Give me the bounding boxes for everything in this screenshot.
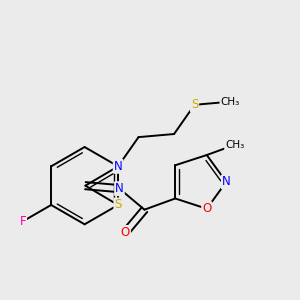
Text: F: F — [20, 215, 26, 228]
Text: N: N — [114, 160, 122, 173]
Text: CH₃: CH₃ — [225, 140, 244, 150]
Text: N: N — [115, 182, 124, 195]
Text: O: O — [202, 202, 212, 215]
Text: N: N — [222, 176, 231, 188]
Text: CH₃: CH₃ — [220, 97, 240, 107]
Text: S: S — [114, 199, 122, 212]
Text: S: S — [191, 98, 198, 111]
Text: O: O — [121, 226, 130, 239]
